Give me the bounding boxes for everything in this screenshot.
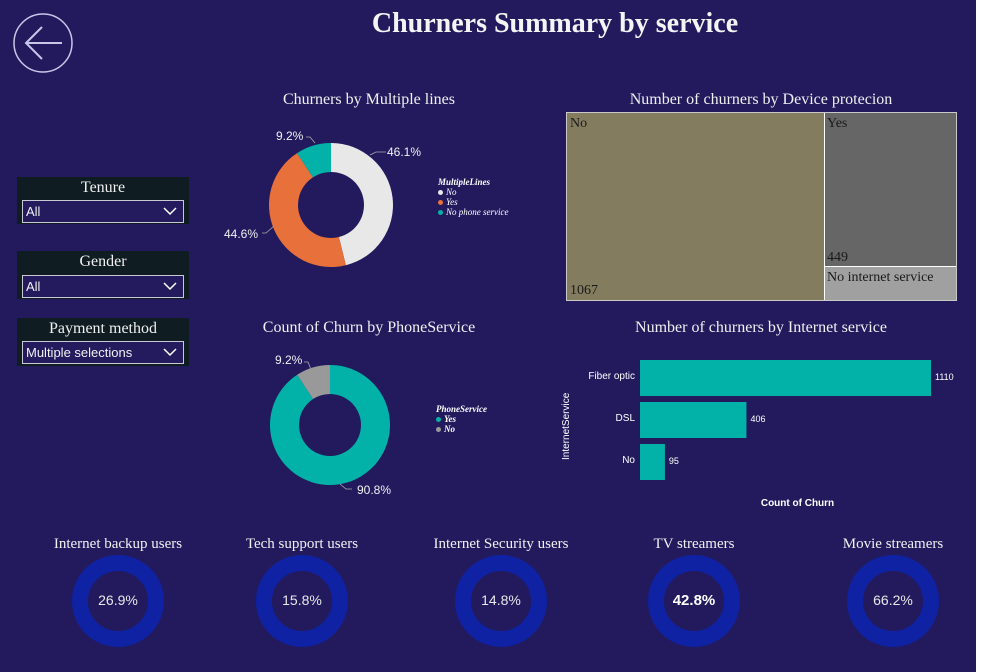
legend-label: No phone service xyxy=(446,207,509,217)
kpi-value: 26.9% xyxy=(98,592,138,608)
legend-item[interactable]: Yes xyxy=(438,197,508,207)
kpi-value: 14.8% xyxy=(481,592,521,608)
chart-title: Count of Churn by PhoneService xyxy=(262,319,476,336)
donut-slice-no[interactable] xyxy=(297,365,330,400)
tile-value: 1067 xyxy=(570,283,598,298)
legend-dot xyxy=(438,210,443,216)
legend-title: MultipleLines xyxy=(438,177,491,187)
slice-label: 9.2% xyxy=(276,129,304,143)
legend-title: PhoneService xyxy=(436,404,487,414)
slicer-label: Tenure xyxy=(80,179,126,196)
legend-label: Yes xyxy=(446,197,458,207)
gender-dropdown[interactable]: All xyxy=(22,275,184,298)
slicer-tenure: Tenure All xyxy=(17,177,189,224)
bar-value-label: 1110 xyxy=(935,372,954,382)
bar-category-label: Fiber optic xyxy=(588,371,635,382)
legend-dot xyxy=(436,427,441,433)
bar-fiber-optic[interactable] xyxy=(640,360,931,396)
treemap-tile-no-internet[interactable]: No internet service xyxy=(825,267,956,300)
kpi-ring-track xyxy=(847,555,939,647)
bar-value-label: 95 xyxy=(668,456,679,466)
slicer-label: Payment method xyxy=(49,320,157,337)
multiple-lines-donut xyxy=(269,143,393,267)
kpi-ring xyxy=(256,555,348,647)
donut-slice-yes[interactable] xyxy=(270,365,390,485)
slice-label: 44.6% xyxy=(224,227,259,241)
donut-slice-no[interactable] xyxy=(331,143,393,266)
arrow-left-icon xyxy=(13,13,73,73)
tile-label: No xyxy=(570,116,588,131)
bar-category-label: No xyxy=(622,455,635,466)
slice-label: 9.2% xyxy=(275,353,303,367)
device-protection-treemap: No 1067 Yes 449 No internet service xyxy=(566,112,957,301)
treemap-tile-no[interactable]: No 1067 xyxy=(567,113,824,300)
legend-dot xyxy=(436,417,441,423)
bar-dsl[interactable] xyxy=(640,402,747,438)
kpi-ring-track xyxy=(455,555,547,647)
chart-title: Number of churners by Device protecion xyxy=(629,91,893,108)
dropdown-value: All xyxy=(26,204,41,219)
kpi-ring xyxy=(648,555,740,647)
tenure-dropdown[interactable]: All xyxy=(22,200,184,223)
treemap-tile-yes[interactable]: Yes 449 xyxy=(825,113,956,266)
slicer-payment-method: Payment method Multiple selections xyxy=(17,318,189,366)
kpi-ring xyxy=(847,555,939,647)
legend-label: No xyxy=(446,187,457,197)
kpi-value: 66.2% xyxy=(873,592,913,608)
kpi-value: 42.8% xyxy=(672,592,716,609)
legend-item[interactable]: Yes xyxy=(436,414,487,424)
chart-title: Churners by Multiple lines xyxy=(283,91,455,108)
kpi-ring-track xyxy=(648,555,740,647)
bar-category-label: DSL xyxy=(615,413,635,424)
kpi-title: Internet Security users xyxy=(433,536,569,552)
kpi-value: 15.8% xyxy=(282,592,322,608)
kpi-ring xyxy=(455,555,547,647)
chevron-down-icon xyxy=(163,348,177,357)
legend-item[interactable]: No xyxy=(436,424,487,434)
tile-label: No internet service xyxy=(827,270,934,285)
chevron-down-icon xyxy=(163,207,177,216)
kpi-ring xyxy=(72,555,164,647)
back-button[interactable] xyxy=(12,12,74,74)
chevron-down-icon xyxy=(163,282,177,291)
bar-value-label: 406 xyxy=(750,414,766,424)
donut-slice-yes[interactable] xyxy=(269,153,346,267)
dropdown-value: Multiple selections xyxy=(26,345,133,360)
slicer-label: Gender xyxy=(79,253,127,270)
phone-service-donut xyxy=(270,365,390,485)
legend-dot xyxy=(438,190,443,196)
chart-title: Number of churners by Internet service xyxy=(635,319,887,336)
tile-value: 449 xyxy=(827,250,848,265)
phone-service-legend: PhoneService Yes No xyxy=(436,404,487,434)
kpi-title: TV streamers xyxy=(653,536,735,552)
x-axis-label: Count of Churn xyxy=(760,498,835,509)
multiple-lines-legend: MultipleLines No Yes No phone service xyxy=(438,177,508,217)
tile-label: Yes xyxy=(827,116,848,131)
legend-item[interactable]: No phone service xyxy=(438,207,508,217)
kpi-ring-track xyxy=(72,555,164,647)
legend-label: Yes xyxy=(444,414,456,424)
slice-label: 46.1% xyxy=(387,145,422,159)
slicer-gender: Gender All xyxy=(17,251,189,299)
dropdown-value: All xyxy=(26,279,41,294)
kpi-title: Tech support users xyxy=(245,536,359,552)
kpi-title: Internet backup users xyxy=(53,536,183,552)
legend-label: No xyxy=(444,424,455,434)
donut-slice-no-phone-service[interactable] xyxy=(297,143,331,178)
kpi-title: Movie streamers xyxy=(842,536,944,552)
legend-dot xyxy=(438,200,443,206)
kpi-ring-track xyxy=(256,555,348,647)
page-title: Churners Summary by service xyxy=(371,8,739,39)
payment-method-dropdown[interactable]: Multiple selections xyxy=(22,341,184,364)
bar-no[interactable] xyxy=(640,444,665,480)
legend-item[interactable]: No xyxy=(438,187,508,197)
slice-label: 90.8% xyxy=(357,483,392,497)
page-edge xyxy=(976,0,988,672)
